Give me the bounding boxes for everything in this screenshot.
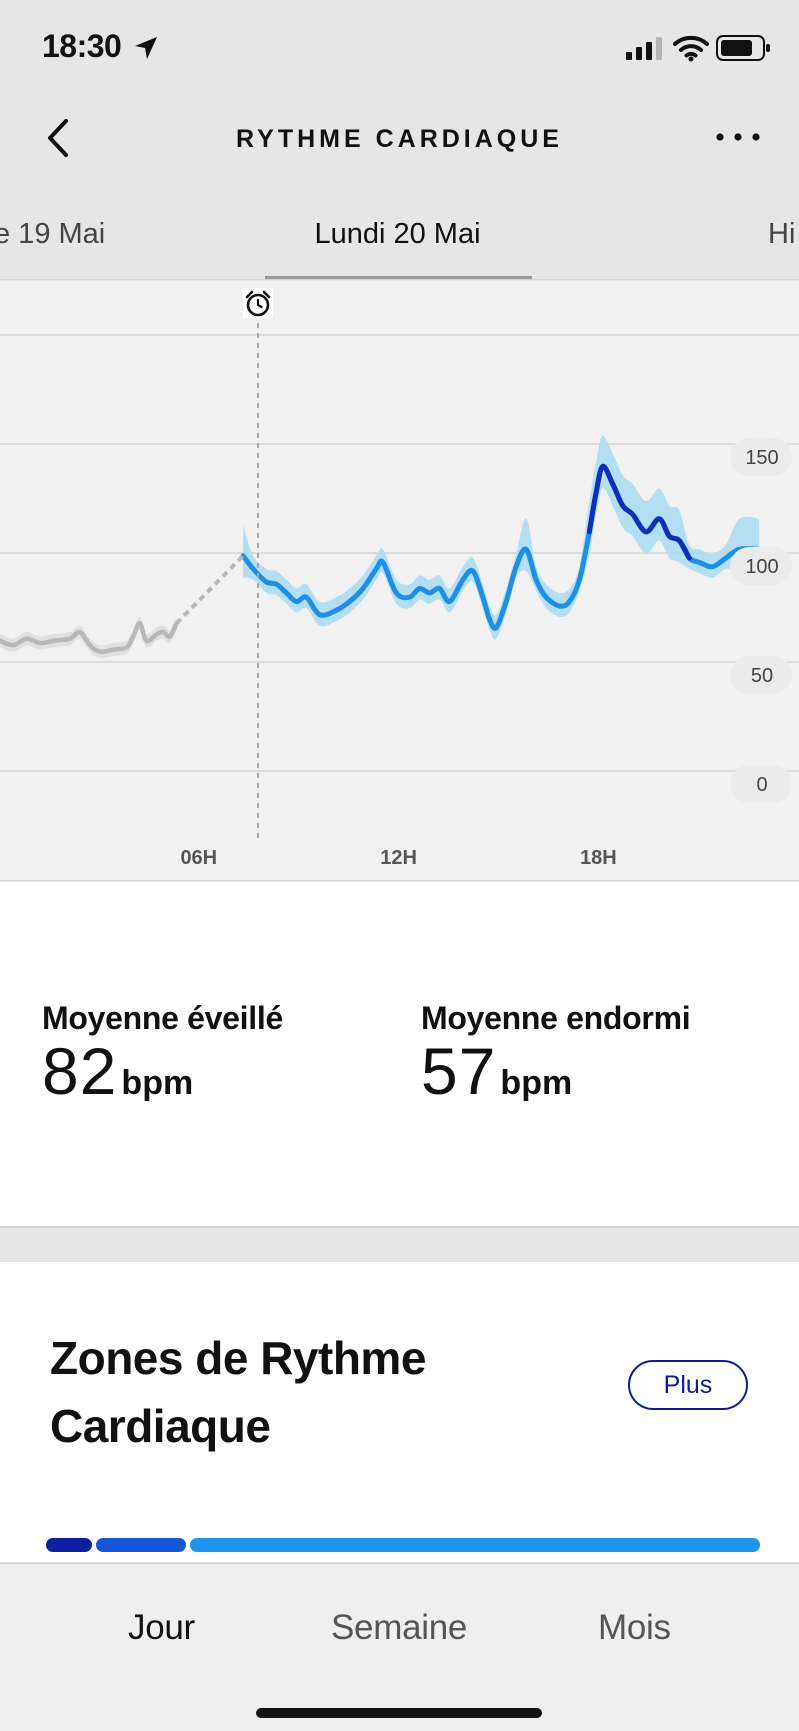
page-title: RYTHME CARDIAQUE	[236, 125, 563, 153]
heart-rate-chart[interactable]: 150 100 50 0 06H 12H 18H	[0, 281, 799, 881]
y-tick-pill	[730, 765, 792, 803]
zones-title: Zones de Rythme Cardiaque	[50, 1332, 426, 1452]
y-tick-label: 50	[751, 665, 773, 687]
home-indicator	[256, 1708, 542, 1718]
alarm-clock-icon	[243, 288, 273, 318]
status-time: 18:30	[42, 28, 122, 64]
awake-average-label: Moyenne éveillé	[42, 1000, 283, 1036]
y-tick-label: 100	[745, 556, 778, 578]
tab-week[interactable]: Semaine	[331, 1608, 468, 1647]
y-tick-label: 0	[756, 774, 767, 796]
asleep-average: Moyenne endormi 57 bpm	[421, 1000, 691, 1109]
averages-panel: Moyenne éveillé 82 bpm Moyenne endormi 57…	[0, 882, 799, 1228]
date-next[interactable]: Hi	[768, 218, 796, 250]
zone-segment	[46, 1538, 93, 1552]
zones-bar	[46, 1538, 766, 1552]
cellular-signal-icon	[626, 37, 662, 60]
battery-icon	[716, 35, 770, 61]
peak-heart-rate-line	[586, 463, 692, 561]
asleep-average-label: Moyenne endormi	[421, 1000, 691, 1036]
y-tick-pill	[730, 547, 792, 585]
zone-segment	[189, 1538, 760, 1552]
x-tick-label: 12H	[380, 847, 417, 869]
zone-segment	[96, 1538, 186, 1552]
date-current-underline	[265, 276, 532, 279]
sleep-wake-connector	[175, 554, 245, 625]
date-current[interactable]: Lundi 20 Mai	[314, 218, 481, 250]
y-tick-pill	[730, 656, 792, 694]
asleep-average-unit: bpm	[500, 1064, 573, 1102]
chevron-left-icon[interactable]	[40, 115, 80, 161]
section-divider	[0, 1228, 799, 1262]
period-tab-bar: Jour Semaine Mois	[0, 1563, 799, 1731]
y-tick-pill	[730, 438, 792, 476]
x-tick-label: 18H	[580, 847, 617, 869]
awake-average-value: 82	[42, 1034, 118, 1108]
awake-average-unit: bpm	[121, 1064, 194, 1102]
awake-range-band	[243, 435, 760, 640]
asleep-average-value: 57	[421, 1034, 497, 1108]
more-button[interactable]: Plus	[628, 1360, 748, 1410]
awake-average: Moyenne éveillé 82 bpm	[42, 1000, 283, 1109]
status-bar: 18:30	[0, 0, 799, 95]
y-tick-label: 150	[745, 447, 778, 469]
heart-rate-chart-svg: 150 100 50 0 06H 12H 18H	[0, 288, 799, 869]
wifi-icon	[673, 35, 709, 62]
heart-rate-zones-card: Zones de Rythme Cardiaque Plus	[0, 1262, 799, 1562]
location-arrow-icon	[135, 37, 157, 59]
nav-bar: RYTHME CARDIAQUE	[0, 95, 799, 185]
asleep-range-band	[0, 616, 177, 659]
date-previous[interactable]: e 19 Mai	[0, 218, 106, 250]
x-tick-label: 06H	[180, 847, 217, 869]
tab-day[interactable]: Jour	[128, 1608, 195, 1647]
tab-month[interactable]: Mois	[598, 1608, 671, 1647]
ellipsis-icon[interactable]	[712, 117, 764, 157]
asleep-heart-rate-line	[0, 621, 179, 655]
date-selector[interactable]: e 19 Mai Lundi 20 Mai Hi	[0, 185, 799, 280]
